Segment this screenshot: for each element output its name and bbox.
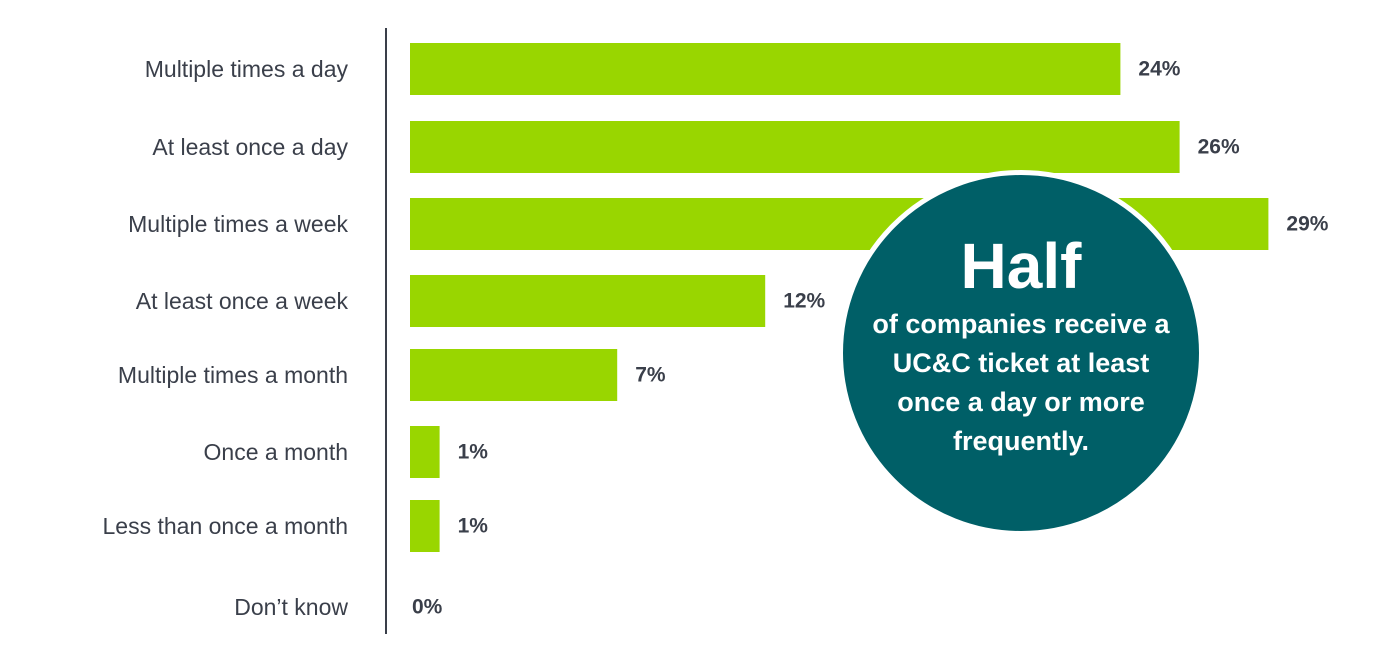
value-label: 29%: [1286, 213, 1328, 236]
category-label: Once a month: [204, 439, 348, 465]
callout-title: Half: [960, 230, 1082, 302]
bar: [410, 349, 618, 401]
bar: [410, 121, 1180, 173]
category-label: Multiple times a day: [145, 56, 349, 82]
bar: [410, 43, 1121, 95]
category-label: At least once a week: [136, 288, 349, 314]
category-label: Multiple times a week: [128, 211, 348, 237]
value-label: 7%: [635, 364, 666, 387]
category-label: Less than once a month: [103, 513, 349, 539]
category-label: Don’t know: [234, 594, 348, 620]
bar: [410, 275, 766, 327]
value-label: 24%: [1138, 58, 1180, 81]
value-label: 1%: [458, 515, 489, 538]
callout-circle: Half of companies receive a UC&C ticket …: [838, 170, 1204, 536]
value-label: 26%: [1198, 136, 1240, 159]
bar: [410, 426, 440, 478]
category-label: Multiple times a month: [118, 362, 348, 388]
bar: [410, 500, 440, 552]
value-label: 0%: [412, 596, 443, 619]
callout-text: of companies receive a UC&C ticket at le…: [872, 309, 1170, 456]
value-label: 12%: [783, 290, 825, 313]
value-label: 1%: [458, 441, 489, 464]
category-label: At least once a day: [152, 134, 348, 160]
